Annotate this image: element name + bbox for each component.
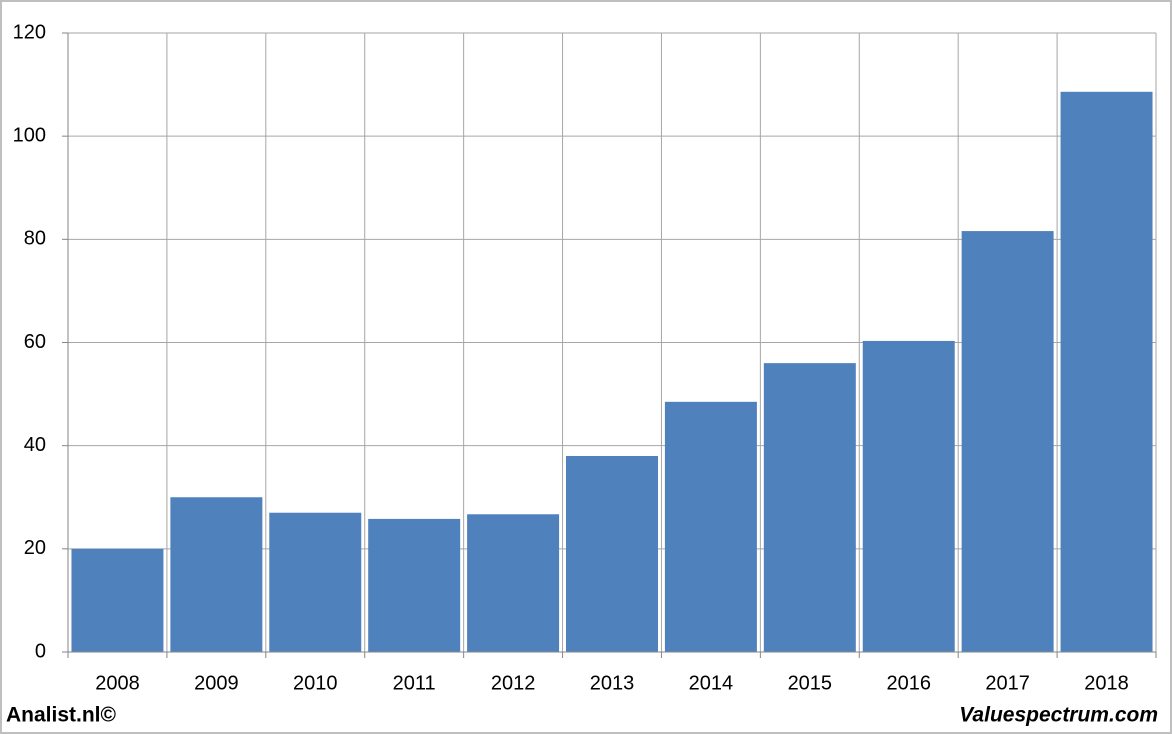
x-tick-label: 2018 [1084,672,1129,694]
bar [269,512,362,652]
bar [368,518,461,652]
bar [170,497,263,652]
x-tick-label: 2014 [689,672,734,694]
y-tick-label: 40 [24,434,46,456]
bar [763,363,856,652]
bar [664,401,757,652]
bar [467,514,560,652]
y-tick-label: 80 [24,228,46,250]
bar [71,548,164,652]
bar [566,455,658,652]
x-tick-label: 2008 [95,672,140,694]
y-tick-label: 0 [35,640,46,662]
source-left: Analist.nl© [6,704,117,727]
x-tick-label: 2013 [590,672,635,694]
x-tick-label: 2010 [293,672,338,694]
x-tick-label: 2011 [393,672,436,694]
bar [961,231,1054,652]
y-tick-label: 120 [13,21,46,43]
x-tick-label: 2015 [788,672,833,694]
source-right: Valuespectrum.com [959,704,1158,727]
y-tick-label: 60 [24,331,46,353]
x-tick-label: 2012 [491,672,536,694]
bar [1060,91,1153,653]
x-tick-label: 2017 [985,672,1030,694]
y-tick-label: 100 [13,124,46,146]
x-tick-label: 2016 [886,672,931,694]
bar [862,340,955,652]
x-tick-label: 2009 [194,672,239,694]
y-tick-label: 20 [24,537,46,559]
